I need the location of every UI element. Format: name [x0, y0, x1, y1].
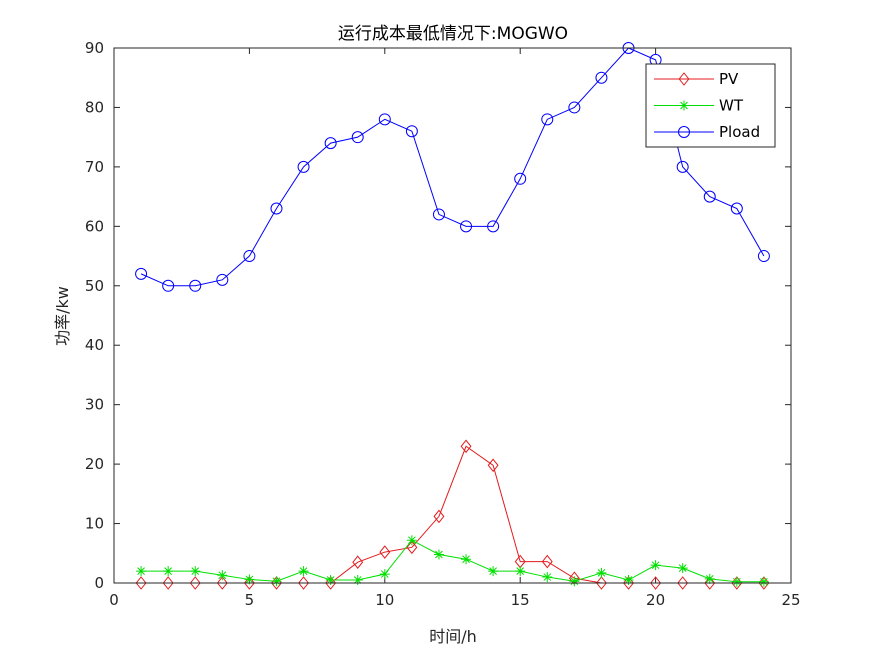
y-tick-label: 70 — [85, 158, 104, 176]
series-pv-point — [216, 576, 228, 590]
y-tick-label: 90 — [85, 39, 104, 57]
series-pv-point — [460, 439, 472, 454]
series-wt-point — [352, 575, 363, 586]
series-wt-point — [271, 576, 282, 587]
series-pv-point — [325, 576, 337, 590]
series-pv-point — [650, 576, 662, 590]
series-pload-point — [297, 160, 310, 173]
series-pload-point — [514, 172, 527, 185]
series-pv-point — [243, 576, 255, 590]
series-wt-point — [163, 566, 174, 577]
series-pload-point — [162, 279, 175, 292]
series-wt-point — [569, 576, 580, 587]
y-tick-label: 60 — [85, 217, 104, 235]
x-tick-label: 15 — [511, 591, 530, 609]
plot-frame — [113, 47, 792, 584]
series-wt-point — [650, 560, 661, 571]
x-tick-label: 0 — [109, 591, 119, 609]
legend-marker-pload — [678, 126, 690, 138]
series-wt-point — [244, 574, 255, 585]
x-tick-label: 5 — [245, 591, 255, 609]
series-pv-point — [541, 554, 553, 569]
series-pv-point — [162, 576, 174, 590]
x-tick-label: 25 — [781, 591, 800, 609]
series-pload-point — [243, 250, 256, 263]
series-wt-point — [758, 576, 769, 587]
series-pload-point — [487, 220, 500, 233]
series-pload-point — [568, 101, 581, 114]
series-wt-point — [704, 573, 715, 584]
x-axis-label: 时间/h — [429, 627, 477, 646]
legend-label-pload: Pload — [719, 123, 760, 141]
series-pload-point — [378, 113, 391, 126]
series-pload-point — [541, 113, 554, 126]
y-tick-label: 50 — [85, 277, 104, 295]
legend-label-wt: WT — [719, 97, 744, 115]
series-pv-point — [677, 576, 689, 590]
series-wt-point — [731, 576, 742, 587]
series-wt-point — [596, 567, 607, 578]
y-tick-label: 80 — [85, 98, 104, 116]
series-pload-point — [432, 208, 445, 221]
series-wt-point — [406, 535, 417, 546]
legend-label-pv: PV — [719, 70, 739, 88]
series-pv-point — [298, 576, 310, 590]
series-pload-point — [757, 250, 770, 263]
series-wt-point — [136, 566, 147, 577]
series-wt-point — [515, 566, 526, 577]
series-wt-point — [190, 566, 201, 577]
series-pload-point — [135, 267, 148, 280]
series-pv-point — [406, 540, 418, 555]
series-pload-point — [216, 273, 229, 286]
series-wt-point — [623, 575, 634, 586]
series-pv-point — [704, 576, 716, 590]
series-wt-point — [677, 563, 688, 574]
x-tick-label: 10 — [375, 591, 394, 609]
y-tick-label: 40 — [85, 336, 104, 354]
legend: PV WT Pload — [645, 63, 776, 148]
series-pv-point — [352, 555, 364, 569]
series-pv-point — [189, 576, 201, 590]
series-wt-point — [298, 566, 309, 577]
series-pload-point — [270, 202, 283, 215]
series-pv-point — [758, 576, 770, 590]
series-wt-point — [488, 566, 499, 577]
series-pv-point — [433, 509, 445, 524]
series-pload-point — [351, 131, 364, 144]
y-tick-label: 20 — [85, 455, 104, 473]
chart-title: 运行成本最低情况下:MOGWO — [338, 24, 568, 44]
legend-marker-pv — [678, 72, 690, 86]
series-pload-point — [676, 160, 689, 173]
series-pload-point — [460, 220, 473, 233]
y-tick-label: 10 — [85, 515, 104, 533]
series-wt-point — [542, 572, 553, 583]
series-wt-point — [461, 554, 472, 565]
axis-ticks: 0 5 10 15 20 25 0 10 20 30 40 50 60 70 80 90 — [85, 39, 801, 609]
series-pload-point — [703, 190, 716, 203]
y-tick-label: 0 — [94, 574, 104, 592]
y-tick-label: 30 — [85, 396, 104, 414]
series-pload-point — [405, 125, 418, 138]
series-pload-point — [324, 137, 337, 150]
series-pload-point — [595, 71, 608, 84]
series-pload-point — [730, 202, 743, 215]
y-axis-label: 功率/kw — [53, 286, 72, 346]
series-pv-point — [487, 458, 499, 473]
legend-marker-wt — [679, 100, 689, 111]
series-wt-point — [325, 575, 336, 586]
series-pload-point — [189, 279, 202, 292]
series-wt-point — [379, 569, 390, 580]
series-wt — [136, 535, 769, 587]
series-pv-point — [595, 576, 607, 590]
series-wt-point — [217, 570, 228, 581]
series-pv-point — [135, 576, 147, 590]
series-pv-point — [623, 576, 634, 590]
series-pv-point — [379, 545, 391, 559]
series-wt-point — [433, 549, 444, 560]
x-tick-label: 20 — [646, 591, 665, 609]
